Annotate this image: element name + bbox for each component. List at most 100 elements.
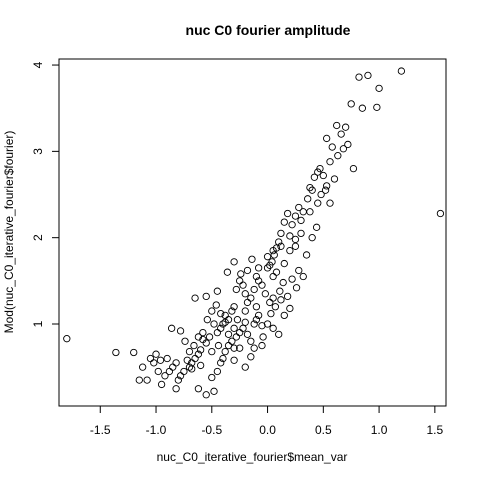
data-point: [308, 186, 316, 194]
data-point: [397, 67, 406, 75]
data-point: [161, 372, 169, 380]
data-point: [112, 348, 120, 357]
data-point: [323, 134, 331, 143]
chart-title: nuc C0 fourier amplitude: [186, 22, 351, 38]
data-point: [172, 359, 180, 367]
data-point: [267, 309, 275, 318]
data-point: [239, 281, 247, 289]
data-point: [167, 324, 176, 332]
data-point: [213, 367, 222, 376]
data-point: [236, 344, 244, 352]
data-point: [279, 278, 287, 287]
data-point: [269, 272, 277, 281]
data-point: [302, 251, 311, 259]
data-point: [214, 341, 223, 350]
data-point: [263, 264, 272, 272]
y-tick-label: 4: [31, 61, 45, 68]
data-point: [314, 168, 322, 176]
data-point: [135, 376, 143, 384]
data-point: [286, 304, 294, 313]
data-point: [310, 173, 319, 181]
data-point: [146, 354, 155, 363]
data-point: [269, 246, 277, 255]
data-point: [163, 354, 171, 363]
data-point: [347, 100, 355, 108]
data-point: [328, 143, 336, 151]
data-point: [269, 294, 277, 302]
data-point: [196, 346, 205, 354]
y-tick-label: 2: [31, 234, 45, 241]
data-point: [236, 277, 244, 285]
data-point: [323, 182, 331, 190]
data-point: [252, 303, 261, 311]
data-point: [254, 264, 263, 272]
data-point: [176, 327, 185, 335]
data-points: [63, 67, 445, 399]
data-point: [130, 348, 138, 357]
data-point: [174, 376, 182, 384]
data-point: [291, 242, 300, 250]
data-point: [295, 203, 303, 212]
data-point: [138, 363, 147, 371]
x-tick-label: -1.0: [146, 423, 167, 437]
data-point: [243, 266, 252, 275]
data-point: [236, 328, 244, 337]
data-point: [373, 103, 381, 111]
y-tick-label: 1: [31, 320, 45, 327]
data-point: [217, 359, 225, 367]
data-point: [191, 354, 199, 363]
data-point: [258, 341, 266, 350]
data-point: [230, 303, 238, 311]
data-point: [190, 341, 198, 350]
data-point: [165, 367, 174, 376]
data-point: [349, 164, 358, 173]
data-point: [247, 353, 255, 361]
data-point: [191, 294, 199, 302]
data-point: [228, 307, 236, 315]
data-point: [213, 328, 222, 337]
data-point: [176, 372, 185, 380]
data-point: [150, 359, 158, 367]
data-point: [266, 261, 274, 269]
data-point: [321, 186, 330, 194]
data-point: [243, 330, 252, 339]
data-point: [254, 277, 263, 285]
x-tick-label: -1.5: [90, 423, 111, 437]
data-point: [232, 285, 240, 294]
data-point: [241, 307, 249, 315]
data-point: [330, 175, 339, 183]
data-point: [185, 347, 194, 356]
data-point: [295, 266, 303, 275]
data-point: [213, 287, 222, 295]
data-point: [212, 301, 220, 309]
x-tick-label: 0.0: [259, 423, 276, 437]
data-point: [247, 337, 255, 345]
data-point: [250, 285, 258, 294]
data-point: [269, 324, 277, 332]
data-point: [254, 311, 263, 320]
data-point: [221, 311, 229, 320]
data-point: [185, 363, 194, 371]
data-point: [277, 296, 285, 304]
data-point: [203, 316, 211, 324]
data-point: [208, 307, 216, 315]
data-point: [258, 281, 266, 289]
data-point: [181, 337, 189, 345]
x-tick-label: 1.0: [371, 423, 388, 437]
data-point: [188, 365, 196, 373]
data-point: [232, 333, 240, 341]
data-point: [358, 104, 367, 112]
data-point: [152, 350, 160, 358]
data-point: [154, 367, 162, 376]
data-point: [277, 242, 285, 250]
data-point: [205, 333, 214, 341]
data-point: [319, 171, 327, 180]
data-point: [286, 232, 294, 240]
data-point: [199, 328, 207, 337]
data-point: [143, 376, 151, 384]
x-axis-label: nuc_C0_iterative_fourier$mean_var: [157, 450, 348, 464]
data-point: [248, 255, 256, 263]
data-point: [270, 251, 278, 259]
data-point: [341, 123, 350, 131]
data-point: [183, 356, 191, 364]
